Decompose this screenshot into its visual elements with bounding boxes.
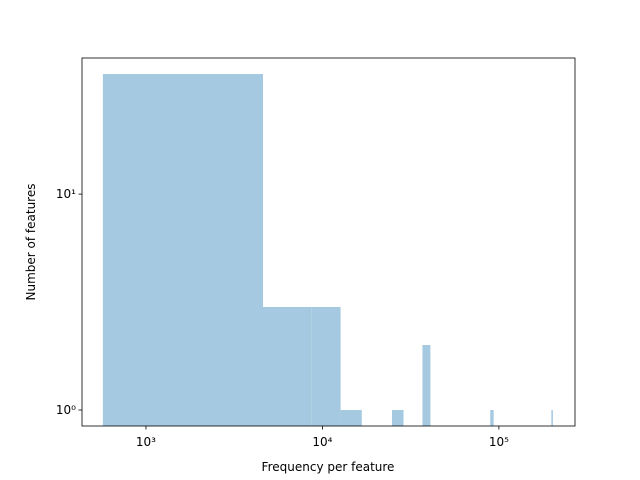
bar: [490, 409, 494, 426]
plot-area: [102, 74, 553, 427]
bar: [422, 344, 431, 426]
bar: [340, 409, 362, 426]
bar: [551, 409, 553, 426]
x-tick-label: 10³: [136, 435, 156, 449]
x-tick-label: 10⁵: [489, 435, 509, 449]
y-tick-label: 10¹: [56, 187, 76, 201]
x-axis-label: Frequency per feature: [262, 460, 395, 474]
bar: [262, 306, 312, 426]
y-tick-label: 10⁰: [56, 403, 76, 417]
bar: [391, 409, 404, 426]
bar: [102, 74, 263, 427]
x-tick-label: 10⁴: [312, 435, 332, 449]
axes-frame: [81, 57, 576, 427]
y-axis-label: Number of features: [24, 184, 38, 301]
bar: [311, 306, 341, 426]
